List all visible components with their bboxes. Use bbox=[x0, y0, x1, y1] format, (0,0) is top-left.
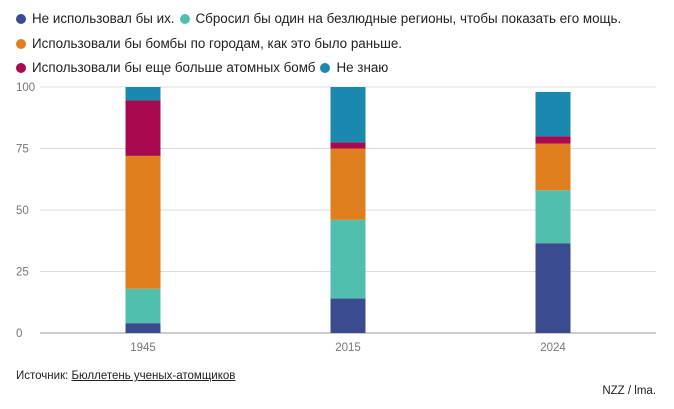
legend-item: Сбросил бы один на безлюдные регионы, чт… bbox=[179, 9, 622, 29]
legend: Не использовал бы их. Сбросил бы один на… bbox=[16, 7, 666, 81]
source-link[interactable]: Бюллетень ученых-атомщиков bbox=[71, 370, 236, 382]
legend-label: Сбросил бы один на безлюдные регионы, чт… bbox=[195, 11, 622, 27]
bar-segment bbox=[535, 91, 571, 137]
bar-segment bbox=[535, 190, 571, 244]
legend-label: Использовали бы бомбы по городам, как эт… bbox=[32, 35, 403, 51]
y-tick-label: 0 bbox=[16, 328, 22, 340]
legend-item: Не использовал бы их. bbox=[16, 9, 175, 29]
y-tick-label: 50 bbox=[16, 205, 29, 217]
bar-segment bbox=[535, 136, 571, 144]
legend-label: Использовали бы еще больше атомных бомб bbox=[32, 60, 316, 76]
bar-segment bbox=[330, 298, 366, 333]
bar-segment bbox=[125, 155, 161, 289]
legend-label: Не знаю bbox=[336, 60, 389, 76]
legend-swatch-demonstration bbox=[179, 14, 190, 25]
bar-segment bbox=[125, 288, 161, 324]
x-tick-label: 2024 bbox=[540, 342, 566, 354]
y-tick-label: 25 bbox=[16, 267, 29, 279]
bar-segment bbox=[125, 323, 161, 333]
legend-swatch-more-bombs bbox=[16, 63, 26, 74]
x-tick-label: 1945 bbox=[130, 342, 156, 354]
legend-row: Использовали бы еще больше атомных бомб … bbox=[16, 56, 666, 81]
legend-swatch-cities bbox=[16, 38, 26, 49]
bar-segment bbox=[330, 142, 366, 149]
credit: NZZ / lma. bbox=[602, 385, 656, 397]
source-note: Источник: Бюллетень ученых-атомщиков bbox=[16, 370, 235, 382]
x-tick-label: 2015 bbox=[335, 342, 361, 354]
legend-swatch-never-use bbox=[16, 14, 26, 25]
bar-segment bbox=[330, 87, 366, 143]
y-tick-label: 75 bbox=[16, 144, 29, 156]
legend-item: Не знаю bbox=[320, 58, 388, 78]
bar-segment bbox=[330, 148, 366, 220]
y-tick-label: 100 bbox=[16, 82, 35, 94]
bar-segment bbox=[330, 219, 366, 299]
source-prefix: Источник: bbox=[16, 370, 72, 382]
legend-row: Использовали бы бомбы по городам, как эт… bbox=[16, 32, 666, 57]
bar-segment bbox=[125, 100, 161, 156]
bar-segment bbox=[535, 243, 571, 333]
legend-label: Не использовал бы их. bbox=[32, 11, 175, 27]
legend-item: Использовали бы еще больше атомных бомб bbox=[16, 58, 315, 78]
bar-segment bbox=[535, 143, 571, 191]
legend-swatch-dont-know bbox=[320, 63, 331, 74]
legend-row: Не использовал бы их. Сбросил бы один на… bbox=[16, 7, 666, 32]
bar-segment bbox=[125, 87, 161, 101]
legend-item: Использовали бы бомбы по городам, как эт… bbox=[16, 34, 402, 54]
